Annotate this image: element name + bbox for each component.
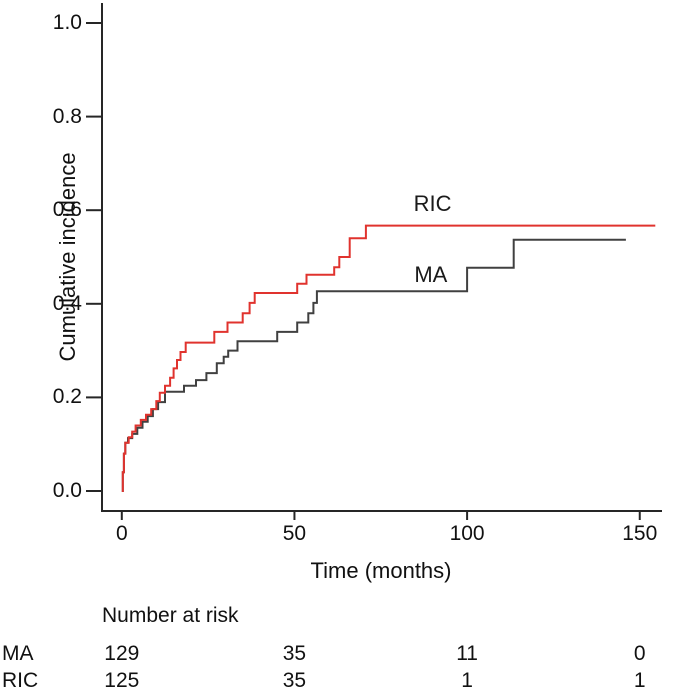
- axis-lines: [101, 3, 662, 512]
- curve-ric: [121, 224, 656, 492]
- nar-count: 35: [282, 642, 307, 665]
- y-tick-label: 0.0: [52, 479, 82, 502]
- x-tick-label: 150: [622, 522, 658, 545]
- nar-count: 125: [104, 669, 140, 692]
- y-axis-title: Cumulative incidence: [55, 152, 80, 362]
- curve-ma: [121, 238, 626, 492]
- nar-count: 0: [633, 642, 646, 665]
- nar-count: 35: [282, 669, 307, 692]
- y-tick-label: 1.0: [52, 11, 82, 34]
- y-tick-label: 0.6: [52, 198, 82, 222]
- curve-label-ma: MA: [414, 261, 448, 287]
- x-tick-label: 50: [282, 522, 307, 545]
- x-tick-label: 0: [115, 522, 128, 545]
- nar-count: 129: [104, 642, 140, 665]
- number-at-risk-title: Number at risk: [102, 604, 239, 627]
- nar-row-label-ric: RIC: [2, 669, 39, 692]
- nar-count: 1: [633, 669, 646, 692]
- curve-label-ric: RIC: [413, 191, 452, 217]
- y-tick-label: 0.2: [52, 385, 82, 409]
- nar-count: 1: [461, 669, 473, 692]
- x-tick-label: 100: [449, 522, 485, 545]
- nar-count: 11: [456, 642, 478, 665]
- y-tick-label: 0.4: [52, 291, 82, 315]
- x-axis-title: Time (months): [310, 558, 452, 583]
- y-tick-label: 0.8: [52, 104, 82, 128]
- nar-row-label-ma: MA: [2, 642, 34, 665]
